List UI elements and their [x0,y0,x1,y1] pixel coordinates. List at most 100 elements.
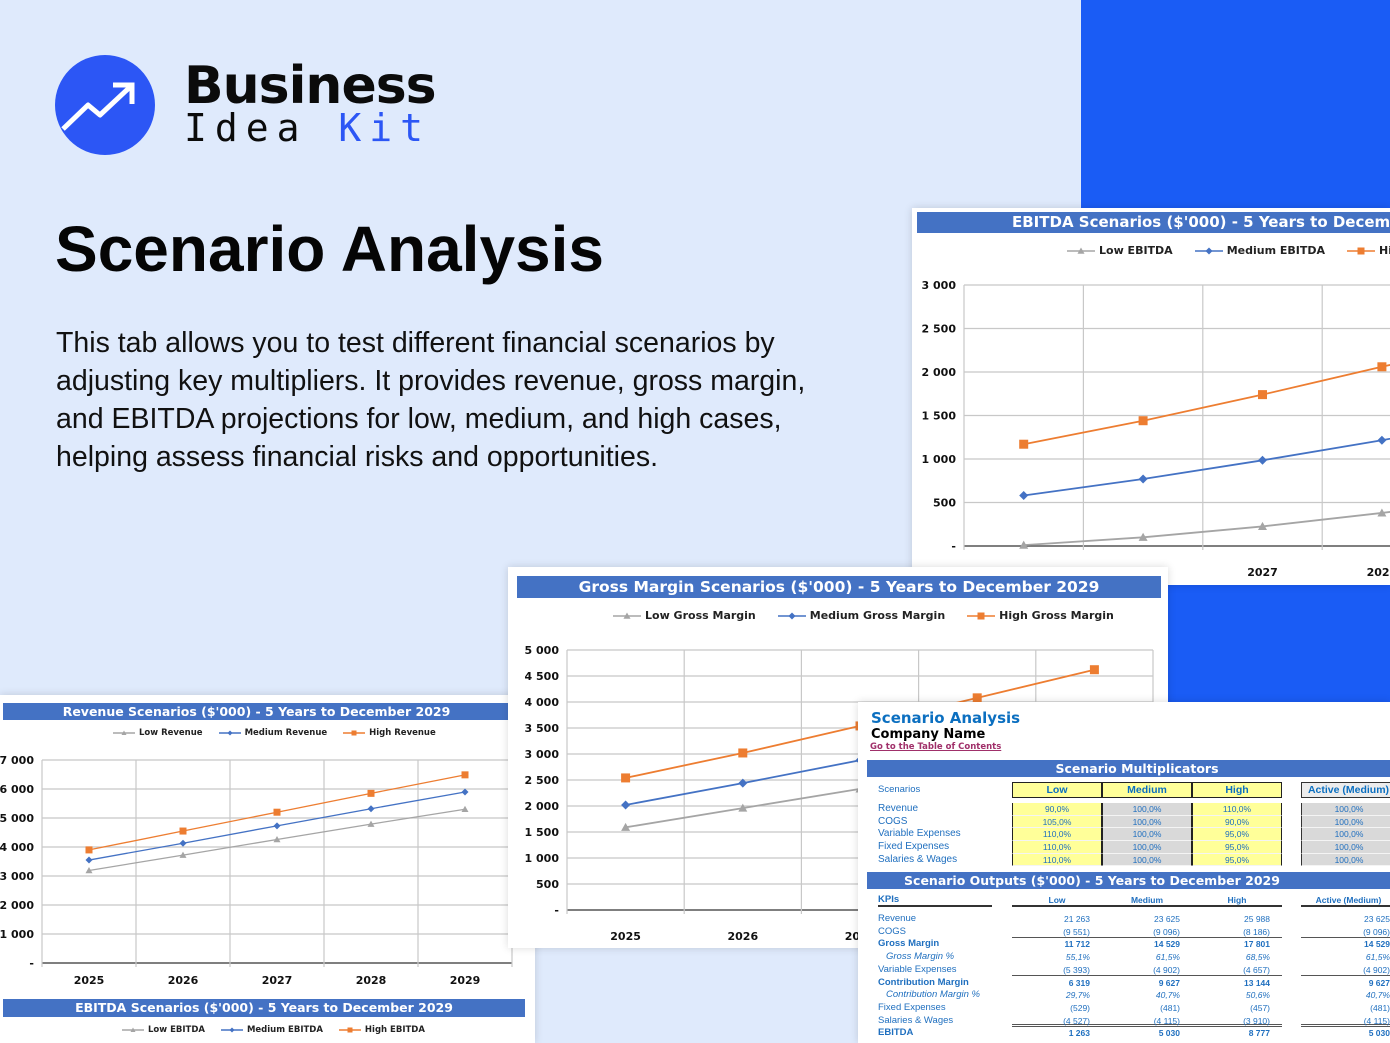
y-tick-label: 4 000 [525,696,560,709]
legend-item: Low EBITDA [1067,244,1173,257]
x-tick-label: 2028 [1367,566,1390,579]
legend-marker [1357,247,1365,254]
diamond-marker-icon [1194,247,1223,254]
output-value: 61,5% [1155,952,1180,963]
data-point [461,788,469,796]
multiplier-input[interactable]: 110,0% [1192,803,1282,816]
y-tick-label: 3 000 [525,748,560,761]
y-tick-label: 4 500 [525,670,560,683]
output-value: 6 319 [1068,977,1090,988]
active-multiplier: 100,0% [1301,815,1390,829]
y-tick-label: 7 000 [0,754,34,767]
y-tick-label: 5 000 [525,644,560,657]
multiplier-input[interactable]: 110,0% [1012,853,1102,867]
output-row-label: COGS [878,925,906,937]
output-row-label: EBITDA [878,1027,914,1039]
company-name: Company Name [871,727,986,742]
output-row-label: Gross Margin % [886,951,955,963]
multiplier-input[interactable]: 100,0% [1102,853,1192,867]
output-value: 9 627 [1158,977,1180,988]
y-tick-label: 1 500 [922,410,957,423]
data-point [367,820,375,827]
data-point [1377,362,1387,372]
ebitda-bottom-title: EBITDA Scenarios ($'000) - 5 Years to De… [3,999,525,1017]
data-point [367,805,375,813]
brand-idea: Idea [184,106,308,150]
x-tick-label: 2026 [168,974,199,987]
multiplier-input[interactable]: 100,0% [1102,841,1192,854]
multiplier-input[interactable]: 100,0% [1102,815,1192,829]
brand-kit: Kit [338,106,432,150]
multiplier-input[interactable]: 110,0% [1012,841,1102,854]
output-value: 25 988 [1244,914,1270,924]
output-value: (481) [1160,1002,1180,1013]
chart-legend: Low Revenue Medium Revenue High Revenue [113,728,436,738]
active-multiplier: 100,0% [1301,841,1390,854]
output-value: 1 263 [1068,1028,1090,1039]
active-output-value: 40,7% [1365,990,1390,1001]
toc-link[interactable]: Go to the Table of Contents [870,742,1002,752]
output-column-header: High [1192,894,1282,907]
multiplier-input[interactable]: 105,0% [1012,815,1102,829]
active-multiplier: 100,0% [1301,828,1390,842]
multiplier-input[interactable]: 90,0% [1192,815,1282,829]
multiplier-input[interactable]: 110,0% [1012,828,1102,842]
scenario-column-header: High [1192,782,1282,798]
data-point [1138,474,1148,484]
data-point [1258,455,1267,465]
multiplier-input[interactable]: 95,0% [1192,841,1282,854]
y-tick-label: 3 500 [525,722,560,735]
series-line-low-ebitda [1023,511,1390,547]
active-output-value: 23 625 [1364,914,1390,924]
ebitda-chart-card: EBITDA Scenarios ($'000) - 5 Years to De… [912,208,1390,585]
output-value: 21 263 [1064,914,1090,924]
x-tick-label: 2029 [450,974,481,987]
output-value: (457) [1250,1002,1270,1013]
legend-label: Low Gross Margin [645,609,756,622]
multiplier-input[interactable]: 100,0% [1102,803,1192,816]
output-value: 68,5% [1245,952,1270,963]
data-point [621,800,631,810]
legend-marker [623,612,631,619]
output-value: 14 529 [1154,939,1180,950]
multiplier-input[interactable]: 95,0% [1192,828,1282,842]
output-value: 29,7% [1065,990,1090,1001]
data-point [1377,435,1387,445]
legend-label: High EBITDA [364,1025,425,1035]
active-output-value: (4 115) [1301,1015,1390,1028]
active-output-value: 9 627 [1368,977,1390,988]
data-point [1377,508,1387,517]
chart-legend: Low Gross Margin Medium Gross Margin High … [613,609,1114,622]
active-output-value: (9 096) [1301,926,1390,939]
data-point [1138,532,1148,541]
output-value: 55,1% [1065,952,1090,963]
multiplier-row-label: COGS [878,815,908,827]
multiplier-input[interactable]: 95,0% [1192,853,1282,867]
multiplier-row-label: Revenue [878,803,919,814]
multiplier-row-label: Variable Expenses [878,828,961,840]
revenue-line-chart: - 1 000 2 000 3 000 4 000 5 000 6 000 7 000 2025… [0,754,513,987]
legend-label: Medium EBITDA [1226,244,1326,257]
multiplier-input[interactable]: 100,0% [1102,828,1192,842]
output-value: (4 115) [1102,1015,1192,1028]
output-value: 5 030 [1158,1028,1180,1039]
y-tick-label: 1 500 [525,826,560,839]
active-output-value: 5 030 [1368,1028,1390,1039]
legend-item: Low EBITDA [122,1025,205,1035]
square-marker-icon [1347,247,1376,254]
output-row-label: Variable Expenses [878,963,957,975]
legend-item: Medium EBITDA [220,1025,323,1035]
output-value: 13 144 [1244,977,1270,988]
output-value: 8 777 [1248,1028,1270,1039]
multiplier-input[interactable]: 90,0% [1012,803,1102,816]
y-tick-label: - [951,540,956,553]
scenario-column-header: Low [1012,782,1102,798]
output-value: 40,7% [1155,990,1180,1001]
legend-marker [351,730,357,736]
y-tick-label: 2 000 [525,800,560,813]
output-value: (9 096) [1102,926,1192,939]
output-row-label: Fixed Expenses [878,1001,946,1013]
data-point [179,851,187,858]
data-point [1019,491,1029,501]
